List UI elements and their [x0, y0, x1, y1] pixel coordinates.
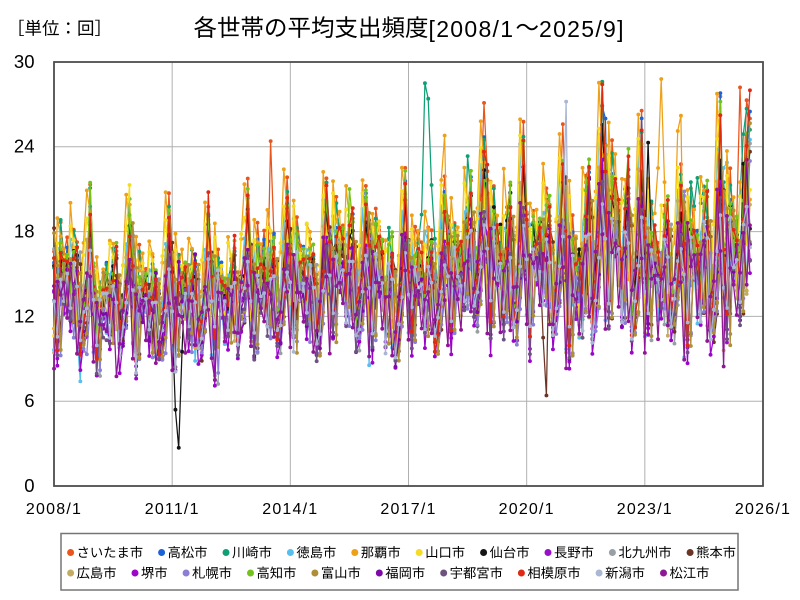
svg-text:2026/1: 2026/1 [735, 501, 791, 518]
svg-text:2014/1: 2014/1 [262, 501, 318, 518]
svg-text:0: 0 [24, 475, 34, 496]
svg-text:12: 12 [14, 305, 35, 326]
svg-text:6: 6 [24, 390, 34, 411]
svg-text:[2008/1: [2008/1 [429, 16, 515, 42]
svg-text:2017/1: 2017/1 [380, 501, 436, 518]
svg-text:30: 30 [14, 51, 35, 72]
svg-text:24: 24 [14, 136, 35, 157]
svg-text:2020/1: 2020/1 [499, 501, 555, 518]
svg-text:2011/1: 2011/1 [145, 501, 200, 518]
svg-text:18: 18 [14, 221, 35, 242]
svg-text:2025/9]: 2025/9] [539, 16, 625, 42]
svg-text:2008/1: 2008/1 [26, 501, 82, 518]
svg-text:2023/1: 2023/1 [617, 501, 673, 518]
